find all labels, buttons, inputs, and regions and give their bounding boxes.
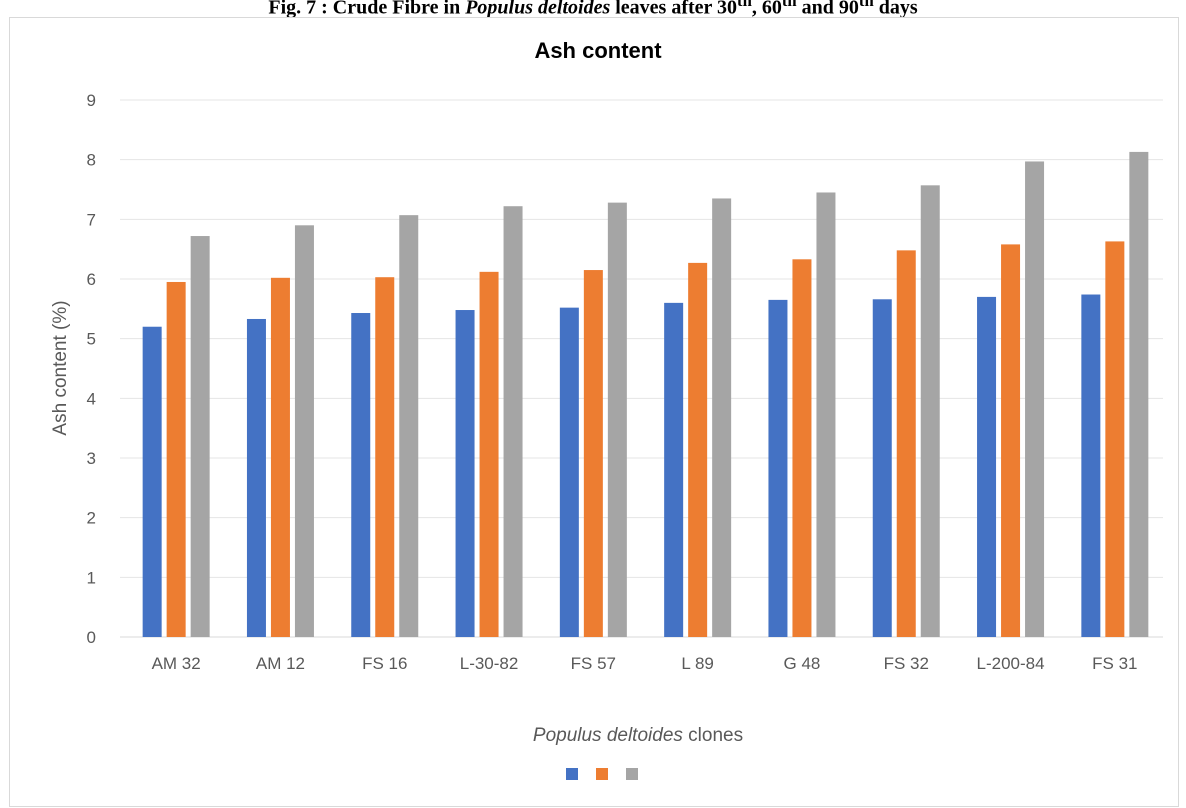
y-tick-label: 7 xyxy=(87,210,96,229)
bar xyxy=(399,215,419,637)
y-tick-label: 1 xyxy=(87,568,96,587)
bar xyxy=(1105,241,1125,637)
x-axis-label-rest: clones xyxy=(683,725,743,746)
x-tick-label: G 48 xyxy=(784,654,821,673)
bar xyxy=(455,310,475,637)
y-tick-label: 2 xyxy=(87,509,96,528)
bar xyxy=(896,250,916,638)
bar xyxy=(375,277,395,637)
bar xyxy=(166,281,186,637)
bar xyxy=(688,262,708,637)
figure-caption: Fig. 7 : Crude Fibre in Populus deltoide… xyxy=(268,0,918,19)
x-tick-label: FS 32 xyxy=(884,654,929,673)
bar xyxy=(351,313,371,637)
legend xyxy=(566,768,638,780)
y-tick-label: 4 xyxy=(87,389,96,408)
y-tick-label: 5 xyxy=(87,330,96,349)
bar xyxy=(1081,294,1101,637)
x-tick-label: AM 32 xyxy=(152,654,201,673)
bar xyxy=(977,296,997,637)
legend-swatch xyxy=(596,768,608,780)
bars xyxy=(142,151,1149,638)
bar xyxy=(920,185,940,637)
bar xyxy=(246,318,266,637)
bar xyxy=(768,299,788,637)
bar xyxy=(190,236,210,638)
x-tick-label: AM 12 xyxy=(256,654,305,673)
bar xyxy=(872,299,892,637)
bar xyxy=(792,259,812,637)
y-tick-label: 0 xyxy=(87,628,96,647)
bar xyxy=(503,206,523,637)
x-axis-ticks: AM 32 AM 12 FS 16 L-30-82 FS 57 L 89 G 48 FS 32… xyxy=(152,654,1138,673)
chart-title: Ash content xyxy=(534,38,662,63)
bar xyxy=(664,302,684,637)
y-axis-label: Ash content (%) xyxy=(50,300,71,435)
x-tick-label: L-200-84 xyxy=(977,654,1045,673)
bar xyxy=(294,225,314,638)
bar xyxy=(270,277,290,637)
bar xyxy=(479,271,499,637)
y-axis-ticks: 0 1 2 3 4 5 6 7 8 9 xyxy=(87,91,96,647)
bar xyxy=(583,270,603,637)
x-tick-label: L-30-82 xyxy=(460,654,519,673)
x-tick-label: FS 31 xyxy=(1092,654,1137,673)
y-tick-label: 3 xyxy=(87,449,96,468)
x-tick-label: FS 57 xyxy=(571,654,616,673)
legend-swatch xyxy=(566,768,578,780)
bar xyxy=(559,307,579,637)
x-axis-label: Populus deltoides clones xyxy=(533,725,743,746)
x-axis-label-italic: Populus deltoides xyxy=(533,725,683,746)
x-tick-label: L 89 xyxy=(681,654,713,673)
y-tick-label: 9 xyxy=(87,91,96,110)
bar xyxy=(142,326,162,637)
bar xyxy=(1129,151,1149,637)
bar xyxy=(607,202,627,638)
y-tick-label: 8 xyxy=(87,151,96,170)
bar xyxy=(712,198,732,637)
y-tick-label: 6 xyxy=(87,270,96,289)
bar xyxy=(1001,244,1021,638)
bar xyxy=(816,192,836,637)
legend-swatch xyxy=(626,768,638,780)
bar xyxy=(1025,161,1045,637)
x-tick-label: FS 16 xyxy=(362,654,407,673)
